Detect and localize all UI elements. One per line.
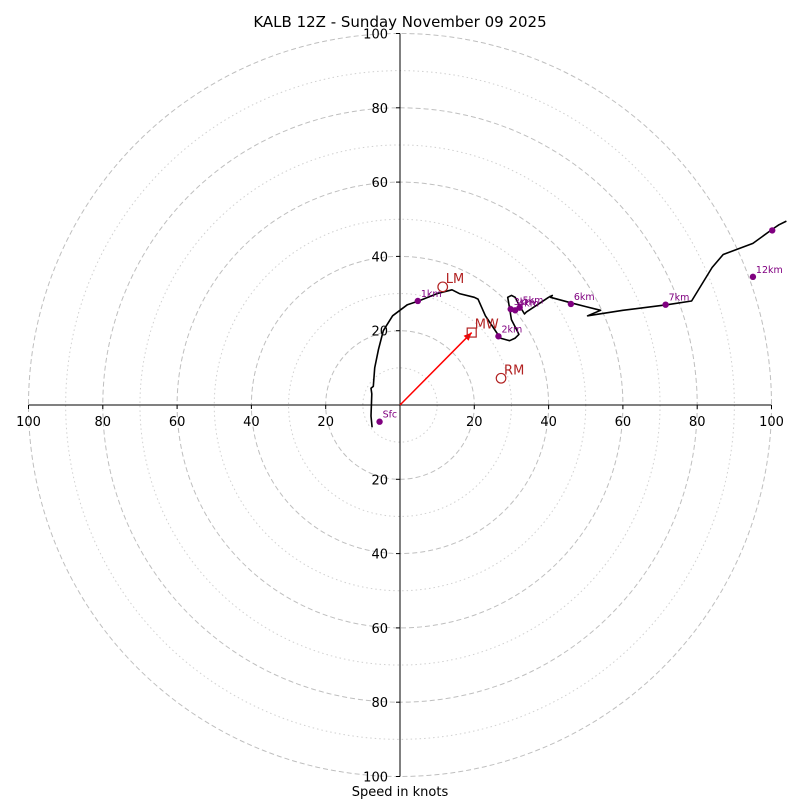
y-tick-label: 20 xyxy=(371,473,388,488)
storm-motion-label-LM: LM xyxy=(446,272,464,287)
height-label-12km: 12km xyxy=(756,265,783,276)
x-tick-label: 100 xyxy=(759,415,784,430)
y-tick-label: 100 xyxy=(363,28,388,43)
height-label-Sfc: Sfc xyxy=(383,410,398,421)
x-tick-label: 80 xyxy=(95,415,112,430)
height-label-2km: 2km xyxy=(501,324,522,335)
x-tick-label: 40 xyxy=(243,415,260,430)
y-tick-label: 80 xyxy=(371,102,388,117)
y-tick-label: 80 xyxy=(371,696,388,711)
x-tick-label: 20 xyxy=(466,415,483,430)
tick-labels: 100 80 60 40 20 20 40 60 80 100100806040202040608… xyxy=(16,28,784,786)
height-marker-6km xyxy=(567,300,575,308)
height-label-7km: 7km xyxy=(669,293,690,304)
height-label-4km: 4km xyxy=(518,298,539,309)
x-tick-label: 60 xyxy=(169,415,186,430)
x-tick-label: 40 xyxy=(540,415,557,430)
height-label-1km: 1km xyxy=(421,289,442,300)
storm-motion-markers: MW LM RM xyxy=(399,272,524,406)
height-marker-2km xyxy=(495,333,502,340)
y-tick-label: 60 xyxy=(371,622,388,637)
height-marker-1km xyxy=(414,297,422,305)
y-tick-label: 40 xyxy=(371,548,388,563)
storm-motion-marker-RM xyxy=(495,372,507,384)
height-marker-Sfc xyxy=(376,418,383,425)
x-tick-label: 20 xyxy=(317,415,334,430)
height-label-6km: 6km xyxy=(574,292,595,303)
chart-title: KALB 12Z - Sunday November 09 2025 xyxy=(253,13,546,31)
mean-wind-marker xyxy=(466,327,477,338)
wind-profile-line xyxy=(370,220,787,428)
y-tick-label: 100 xyxy=(363,771,388,786)
y-tick-label: 40 xyxy=(371,250,388,265)
x-tick-label: 60 xyxy=(615,415,632,430)
hodograph-trace xyxy=(370,220,787,428)
mean-wind-vector xyxy=(399,332,473,406)
height-marker-7km xyxy=(662,301,669,308)
height-marker-12km xyxy=(749,273,757,281)
y-tick-label: 60 xyxy=(371,176,388,191)
x-tick-label: 100 xyxy=(16,415,41,430)
height-label-5km: 5km xyxy=(523,296,544,307)
height-marker-extra xyxy=(769,227,776,234)
height-marker-5km xyxy=(516,304,523,311)
x-tick-label: 80 xyxy=(689,415,706,430)
x-axis-label: Speed in knots xyxy=(352,785,449,800)
height-label-3km: 3km xyxy=(514,297,535,308)
storm-motion-marker-LM xyxy=(437,281,449,293)
storm-motion-label-RM: RM xyxy=(504,363,524,378)
mean-wind-label: MW xyxy=(475,318,499,333)
